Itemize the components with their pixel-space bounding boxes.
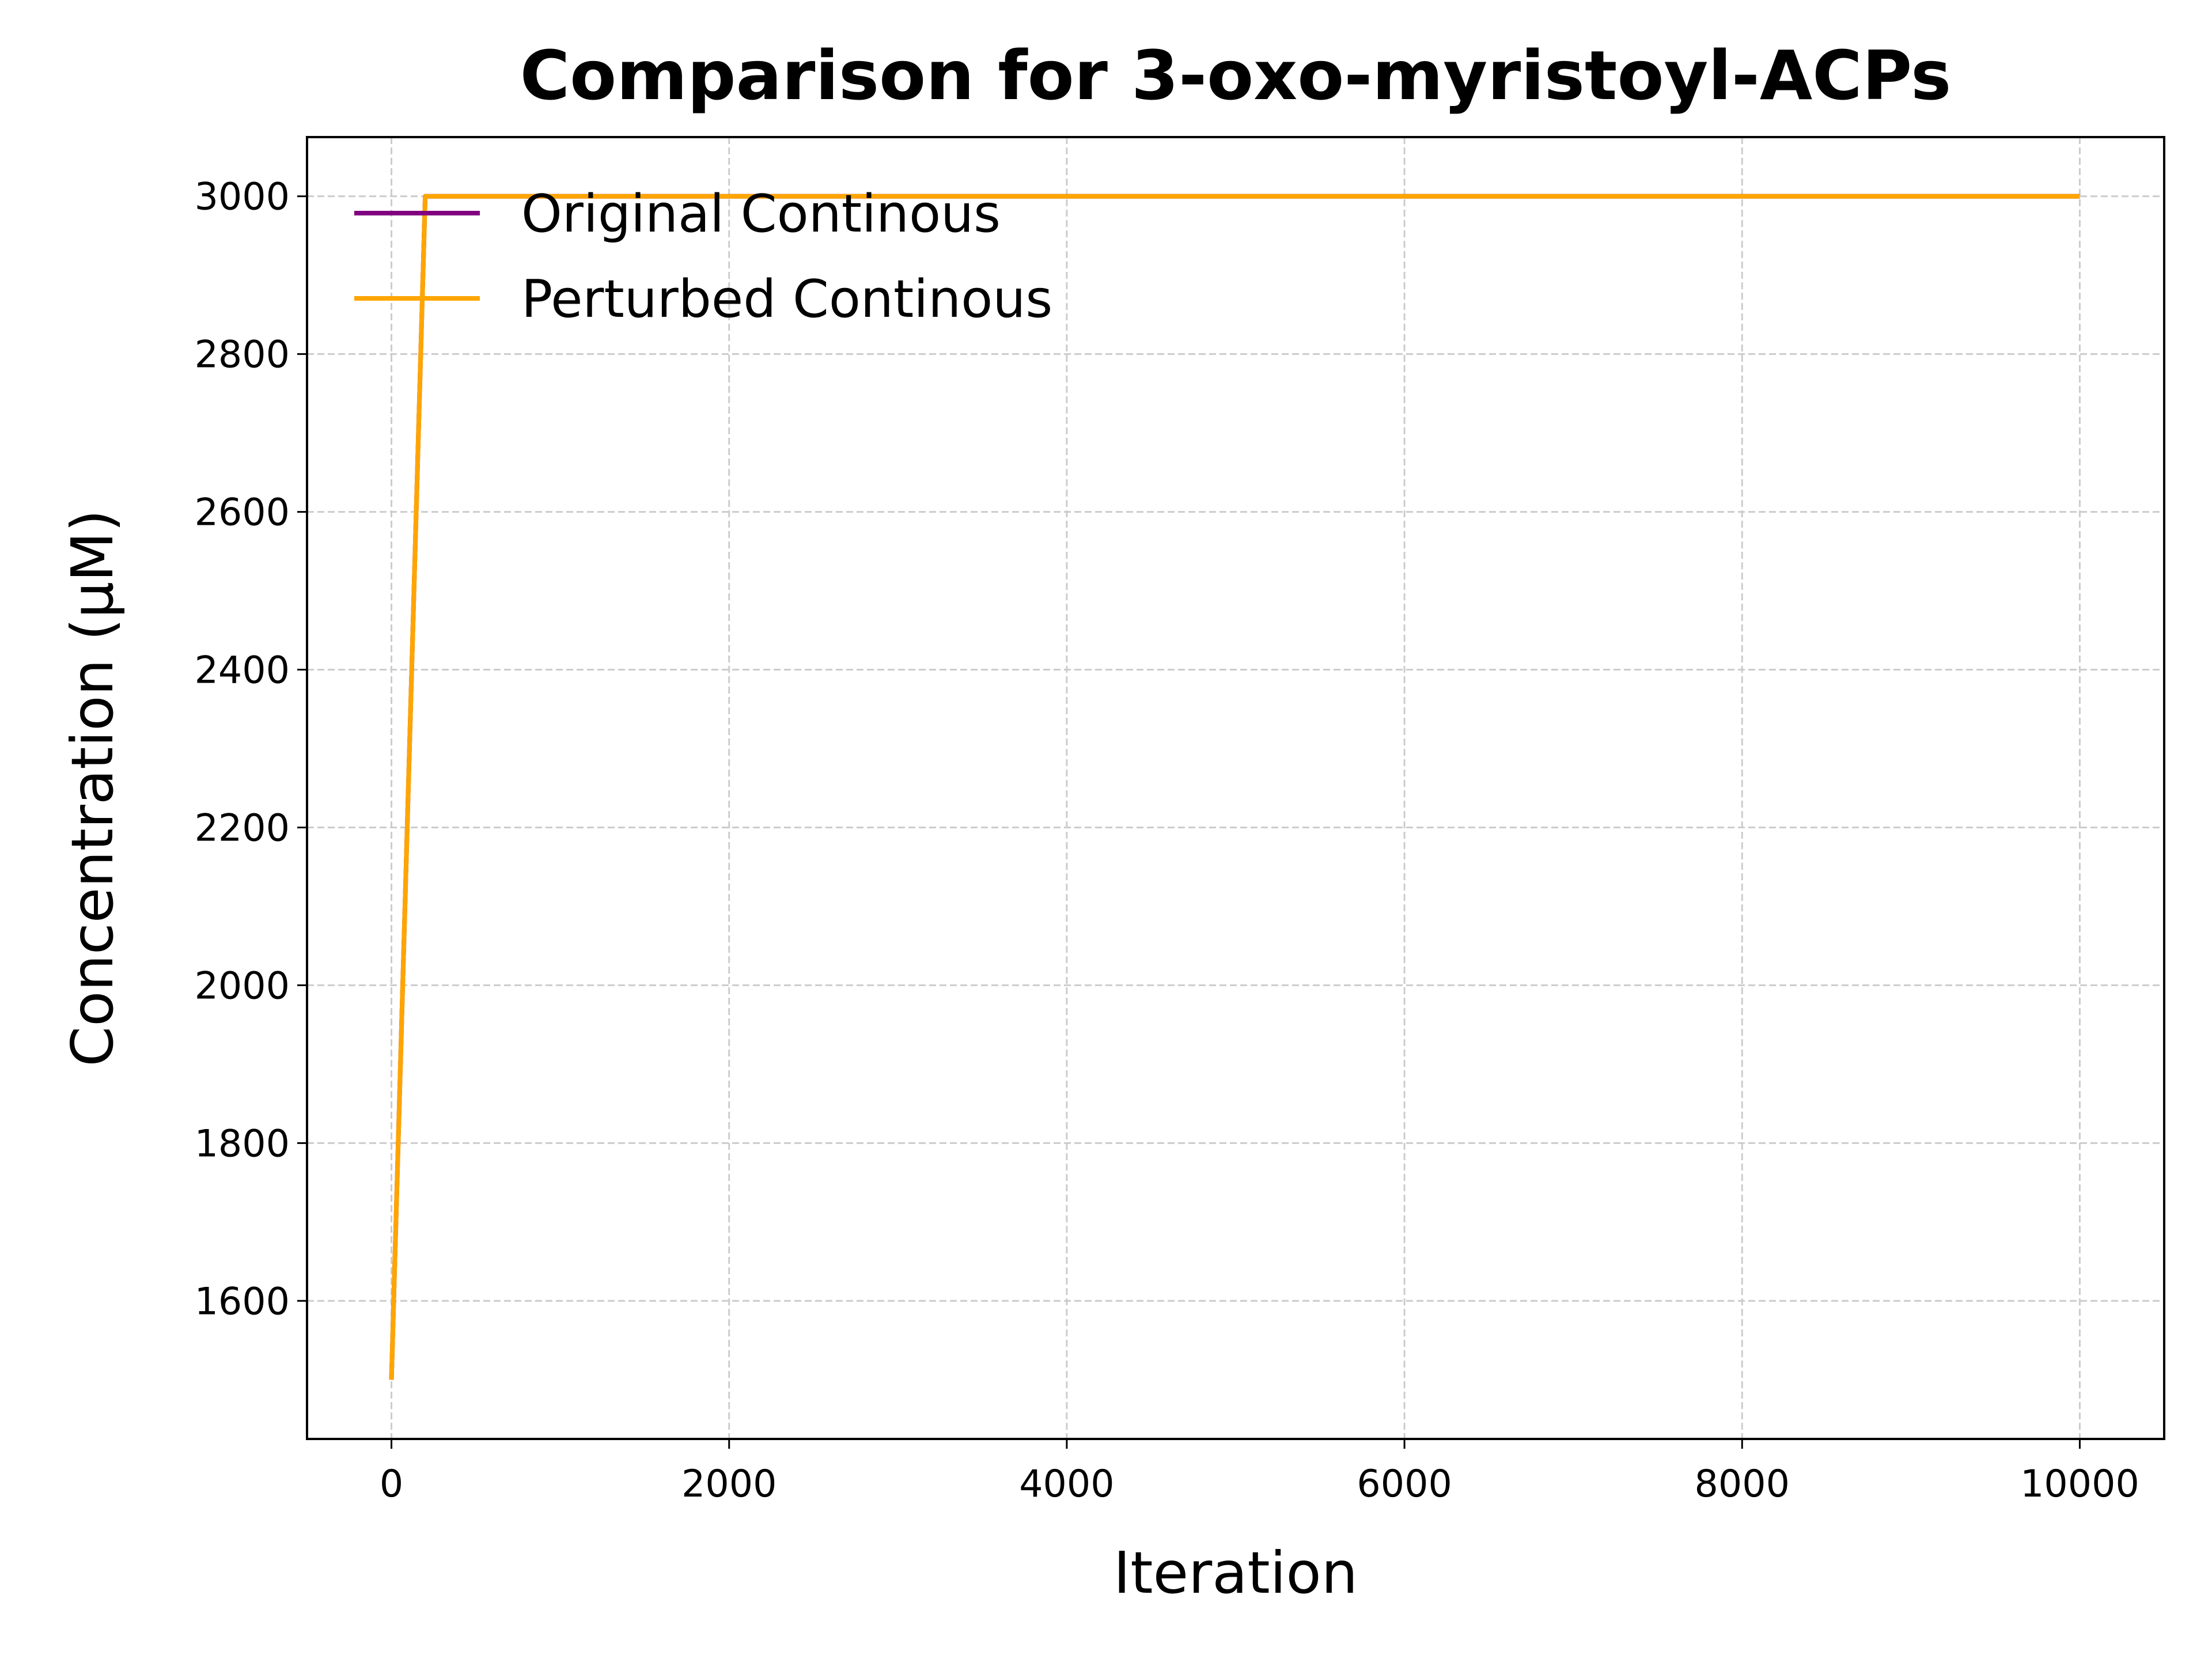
y-tick-label: 2200 <box>195 806 290 850</box>
x-axis-label: Iteration <box>1113 1539 1358 1607</box>
x-tick-label: 6000 <box>1357 1463 1452 1506</box>
y-tick-label: 3000 <box>195 176 290 219</box>
y-tick-label: 2600 <box>195 491 290 535</box>
plot-area-frame <box>306 136 2165 1440</box>
x-tick-label: 8000 <box>1695 1463 1790 1506</box>
series-lines <box>389 194 2080 1380</box>
x-tick-label: 4000 <box>1019 1463 1114 1506</box>
y-tick-label: 2000 <box>195 964 290 1007</box>
y-tick-label: 2800 <box>195 334 290 377</box>
y-tick-label: 1800 <box>195 1122 290 1165</box>
y-axis: 1600 1800 2000 2200 2400 2600 2800 3000 <box>195 176 307 1323</box>
y-tick-label: 2400 <box>195 649 290 692</box>
chart-title: Comparison for 3-oxo-myristoyl-ACPs <box>520 36 1952 115</box>
x-tick-label: 0 <box>380 1463 403 1506</box>
x-tick-label: 2000 <box>681 1463 777 1506</box>
legend: Original Continous Perturbed Continous <box>354 184 1052 329</box>
y-axis-label: Concentration (μM) <box>59 509 126 1066</box>
x-tick-label: 10000 <box>2020 1463 2139 1506</box>
y-tick-label: 1600 <box>195 1280 290 1323</box>
legend-label-1: Original Continous <box>521 184 1001 244</box>
series-line-2 <box>389 194 2080 1380</box>
x-axis: 0 2000 4000 6000 8000 10000 <box>380 1439 2139 1506</box>
legend-label-2: Perturbed Continous <box>521 269 1052 329</box>
grid <box>307 137 2164 1439</box>
